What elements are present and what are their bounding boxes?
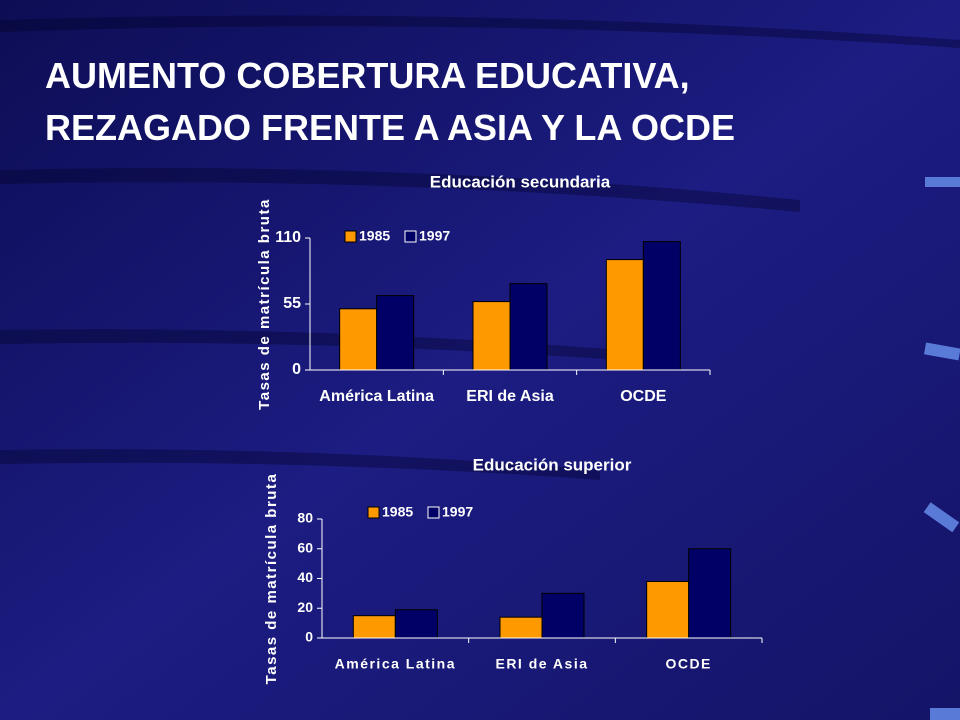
bar (352, 615, 396, 639)
bar (499, 616, 543, 639)
bar (376, 295, 415, 371)
decor-tab (923, 502, 960, 533)
y-tick-label: 20 (297, 599, 313, 615)
x-tick-label: ERI de Asia (466, 388, 554, 405)
chart-title: Educación secundaria (430, 172, 611, 191)
legend-swatch (367, 506, 380, 519)
y-axis-label: Tasas de matrícula bruta (256, 198, 273, 410)
bar (646, 580, 690, 639)
decor-tab (924, 342, 960, 361)
chart-title: Educación superior (473, 455, 632, 474)
y-tick-label: 0 (292, 361, 301, 378)
x-tick-label: OCDE (665, 656, 711, 672)
bar (394, 609, 438, 639)
bar (605, 259, 644, 371)
bar (509, 283, 548, 371)
y-tick-label: 55 (283, 295, 301, 312)
y-tick-label: 0 (305, 629, 313, 645)
decor-tab (930, 708, 960, 720)
y-tick-label: 40 (297, 569, 313, 585)
legend-label: 1997 (442, 504, 473, 520)
bar (642, 241, 681, 371)
legend-label: 1985 (382, 504, 413, 520)
bar (541, 592, 585, 639)
x-tick-label: América Latina (319, 388, 434, 405)
x-tick-label: OCDE (620, 388, 667, 405)
bar (688, 548, 732, 639)
legend-swatch (404, 230, 417, 243)
legend-label: 1985 (359, 228, 390, 244)
y-axis-label: Tasas de matrícula bruta (263, 473, 280, 685)
y-tick-label: 60 (297, 539, 313, 555)
y-tick-label: 110 (275, 229, 301, 246)
x-tick-label: América Latina (335, 656, 456, 672)
y-tick-label: 80 (297, 510, 313, 526)
legend-swatch (427, 506, 440, 519)
legend-label: 1997 (419, 228, 450, 244)
decor-tab (925, 177, 960, 187)
slide-title: REZAGADO FRENTE A ASIA Y LA OCDE (45, 107, 735, 148)
bar (472, 301, 511, 371)
legend-swatch (344, 230, 357, 243)
slide-title: AUMENTO COBERTURA EDUCATIVA, (45, 55, 690, 96)
bar (339, 308, 378, 371)
x-tick-label: ERI de Asia (495, 656, 588, 672)
